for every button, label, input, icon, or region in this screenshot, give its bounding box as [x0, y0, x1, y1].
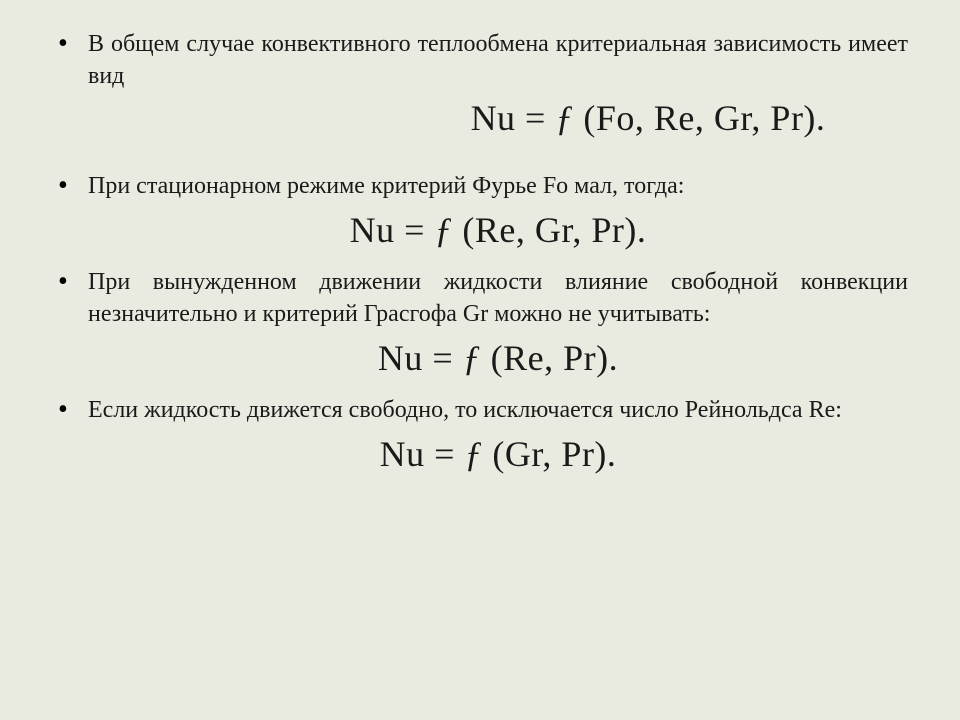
list-item: Если жидкость движется свободно, то искл… [52, 394, 908, 476]
list-item: При стационарном режиме критерий Фурье F… [52, 170, 908, 252]
item-equation: Nu = ƒ (Re, Gr, Pr). [88, 208, 908, 252]
item-text: Если жидкость движется свободно, то искл… [88, 394, 908, 426]
item-equation: Nu = ƒ (Fo, Re, Gr, Pr). [88, 96, 908, 140]
item-text: В общем случае конвективного теплообмена… [88, 28, 908, 92]
item-equation: Nu = ƒ (Gr, Pr). [88, 432, 908, 476]
slide: В общем случае конвективного теплообмена… [0, 0, 960, 720]
item-text: При стационарном режиме критерий Фурье F… [88, 170, 908, 202]
item-equation: Nu = ƒ (Re, Pr). [88, 336, 908, 380]
bullet-list: В общем случае конвективного теплообмена… [52, 28, 908, 476]
item-text: При вынужденном движении жидкости влияни… [88, 266, 908, 330]
list-item: В общем случае конвективного теплообмена… [52, 28, 908, 140]
list-item: При вынужденном движении жидкости влияни… [52, 266, 908, 380]
